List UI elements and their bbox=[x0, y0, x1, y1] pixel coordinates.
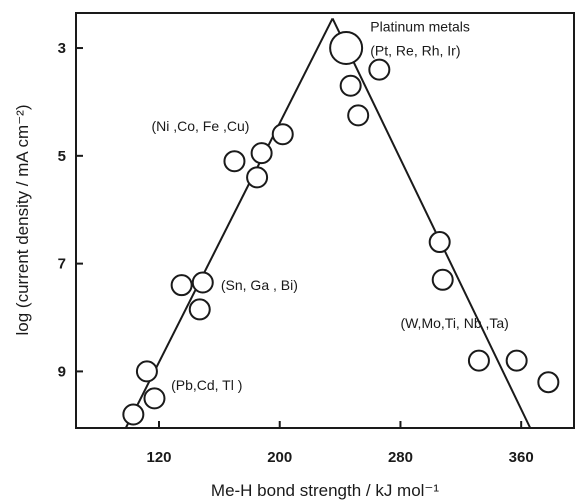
data-point-18 bbox=[505, 349, 528, 372]
trend-line-2 bbox=[331, 17, 532, 429]
data-point-1 bbox=[122, 403, 145, 426]
data-point-5 bbox=[191, 271, 214, 294]
annotation-ni-group: (Ni ,Co, Fe ,Cu) bbox=[151, 118, 249, 134]
y-tick-label-5: 5 bbox=[58, 148, 66, 165]
x-tick-label-360: 360 bbox=[509, 449, 534, 466]
data-point-8 bbox=[246, 166, 269, 189]
data-point-16 bbox=[431, 268, 454, 291]
y-axis-label: log (current density / mA cm⁻²) bbox=[13, 105, 32, 336]
annotation-w-group: (W,Mo,Ti, Nb ,Ta) bbox=[400, 315, 508, 331]
data-point-10 bbox=[271, 123, 294, 146]
data-point-6 bbox=[188, 298, 211, 321]
axis-ticks: 120 200 280 360 3 5 7 9 bbox=[58, 40, 534, 466]
data-point-17 bbox=[467, 349, 490, 372]
data-point-14 bbox=[347, 104, 370, 127]
annotation-platinum-title: Platinum metals bbox=[370, 18, 470, 34]
annotation-pb-group: (Pb,Cd, Tl ) bbox=[171, 377, 242, 393]
x-tick-label-200: 200 bbox=[267, 449, 292, 466]
y-tick-label-7: 7 bbox=[58, 256, 66, 273]
y-tick-label-3: 3 bbox=[58, 40, 66, 57]
data-point-7 bbox=[223, 150, 246, 173]
data-point-3 bbox=[143, 387, 166, 410]
y-tick-label-9: 9 bbox=[58, 363, 66, 380]
x-tick-label-280: 280 bbox=[388, 449, 413, 466]
data-point-15 bbox=[428, 231, 451, 254]
annotation-platinum-list: (Pt, Re, Rh, Ir) bbox=[370, 43, 460, 59]
data-point-19 bbox=[537, 371, 560, 394]
x-axis-label: Me-H bond strength / kJ mol⁻¹ bbox=[211, 481, 440, 500]
data-points bbox=[122, 31, 560, 426]
trend-lines bbox=[124, 17, 532, 429]
data-point-13 bbox=[339, 74, 362, 97]
data-point-11 bbox=[329, 31, 364, 66]
data-point-2 bbox=[135, 360, 158, 383]
data-point-4 bbox=[170, 274, 193, 297]
data-point-9 bbox=[250, 142, 273, 165]
trend-line-1 bbox=[124, 17, 334, 429]
annotations: Platinum metals (Pt, Re, Rh, Ir) (Ni ,Co, … bbox=[151, 18, 508, 392]
annotation-sn-group: (Sn, Ga , Bi) bbox=[221, 277, 298, 293]
x-tick-label-120: 120 bbox=[146, 449, 171, 466]
plot-area-frame bbox=[75, 12, 575, 429]
data-point-12 bbox=[368, 58, 391, 81]
